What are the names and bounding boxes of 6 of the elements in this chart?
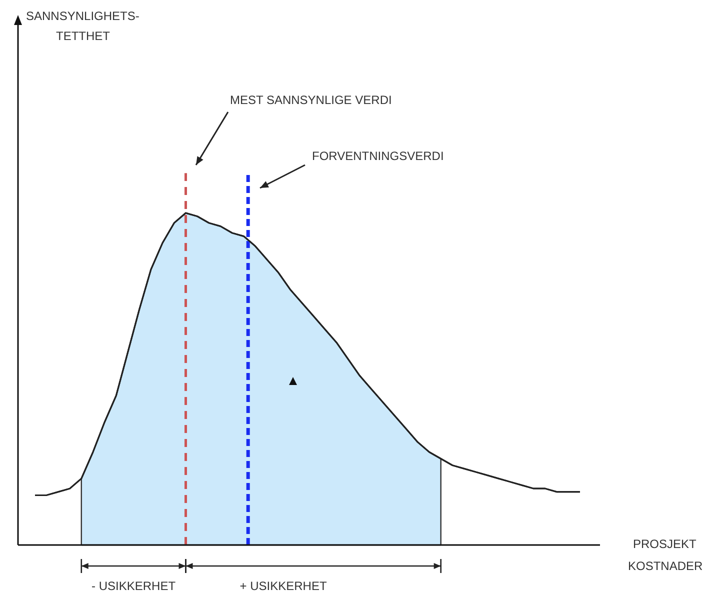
x-axis-title: PROSJEKT KOSTNADER <box>628 537 704 573</box>
text: FORVENTNINGSVERDI <box>312 149 444 163</box>
text: SANNSYNLIGHETS- TETTHET <box>26 9 140 43</box>
text: + USIKKERHET <box>240 579 328 593</box>
text: MEST SANNSYNLIGE VERDI <box>230 93 392 107</box>
text: - USIKKERHET <box>92 579 176 593</box>
